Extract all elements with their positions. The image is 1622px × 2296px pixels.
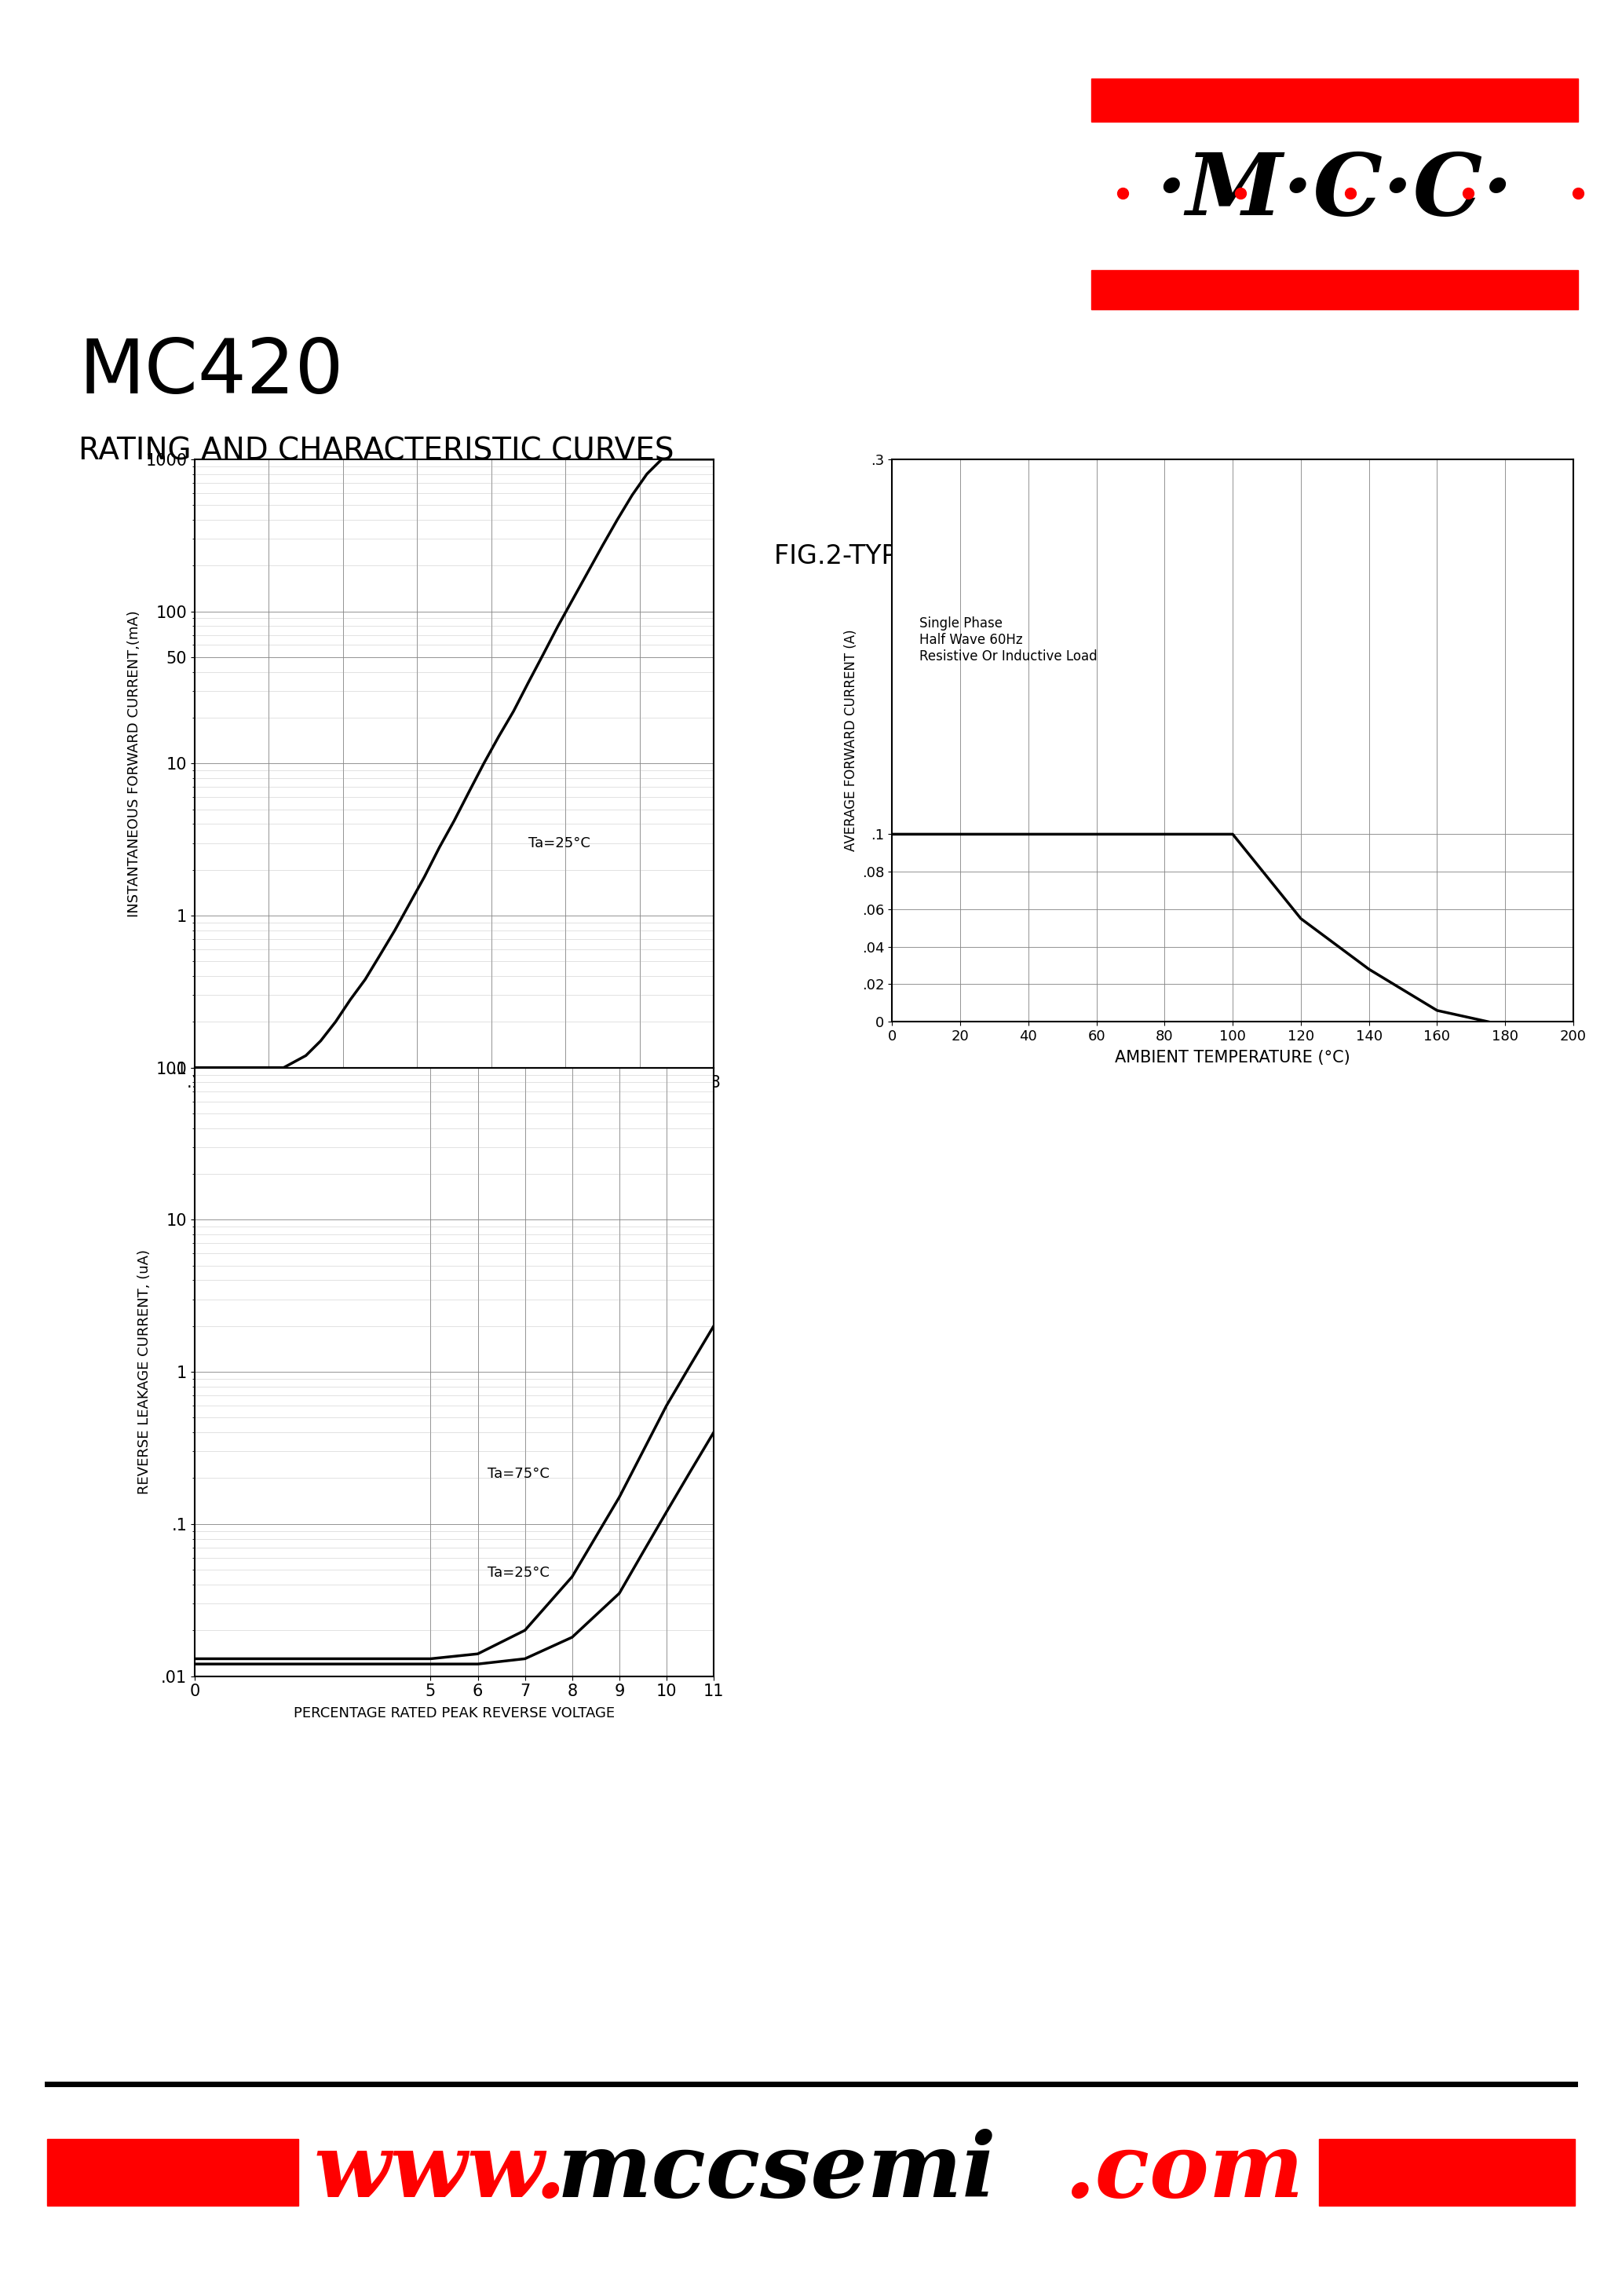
Text: FIG.2-TYPICAL FORWARD CURRENT DERATING CURVE: FIG.2-TYPICAL FORWARD CURRENT DERATING C… <box>774 544 1471 569</box>
Y-axis label: INSTANTANEOUS FORWARD CURRENT,(mA): INSTANTANEOUS FORWARD CURRENT,(mA) <box>127 611 141 916</box>
Bar <box>1092 271 1578 310</box>
Text: .com: .com <box>1064 2128 1304 2216</box>
Text: mccsemi: mccsemi <box>558 2128 998 2216</box>
Bar <box>47 2140 298 2206</box>
Text: ·M·C·C·: ·M·C·C· <box>1156 149 1513 234</box>
Text: FIG.3 - TYPICAL REVERSE: FIG.3 - TYPICAL REVERSE <box>268 1208 597 1233</box>
Text: Ta=75°C: Ta=75°C <box>487 1467 550 1481</box>
Bar <box>1319 2140 1575 2206</box>
Text: Ta=25°C: Ta=25°C <box>529 836 590 850</box>
Y-axis label: AVERAGE FORWARD CURRENT (A): AVERAGE FORWARD CURRENT (A) <box>843 629 858 852</box>
Text: Single Phase
Half Wave 60Hz
Resistive Or Inductive Load: Single Phase Half Wave 60Hz Resistive Or… <box>920 618 1096 664</box>
Text: CHARACTERISTICS: CHARACTERISTICS <box>295 1240 568 1265</box>
Text: CHARACTERISTICS: CHARACTERISTICS <box>295 576 568 602</box>
X-axis label: PERCENTAGE RATED PEAK REVERSE VOLTAGE: PERCENTAGE RATED PEAK REVERSE VOLTAGE <box>294 1706 615 1720</box>
Text: MC420: MC420 <box>78 335 344 409</box>
Text: RATING AND CHARACTERISTIC CURVES: RATING AND CHARACTERISTIC CURVES <box>78 436 675 466</box>
Text: www.: www. <box>315 2128 568 2216</box>
X-axis label: AMBIENT TEMPERATURE (°C): AMBIENT TEMPERATURE (°C) <box>1114 1049 1351 1065</box>
Text: FIG.1-TYPICAL FORWARD: FIG.1-TYPICAL FORWARD <box>271 544 594 569</box>
X-axis label: FORWARD VOLTAGE,(V): FORWARD VOLTAGE,(V) <box>352 1097 556 1114</box>
Text: Ta=25°C: Ta=25°C <box>487 1566 550 1580</box>
Y-axis label: REVERSE LEAKAGE CURRENT, (uA): REVERSE LEAKAGE CURRENT, (uA) <box>138 1249 151 1495</box>
Bar <box>1092 78 1578 122</box>
